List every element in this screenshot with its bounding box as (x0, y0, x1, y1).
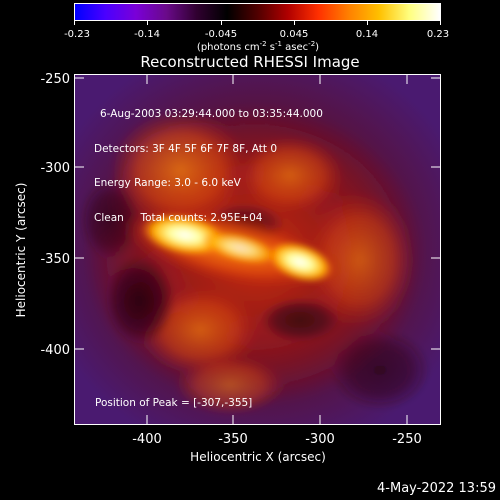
colorbar-tick: 0.045 (280, 29, 309, 40)
energy-range: Energy Range: 3.0 - 6.0 keV (94, 177, 241, 189)
y-tick-label: -300 (40, 161, 70, 176)
clean-counts: Clean Total counts: 2.95E+04 (94, 211, 263, 224)
y-tick-label: -400 (40, 343, 70, 358)
colorbar-gradient (75, 4, 440, 20)
x-tick-label: -350 (218, 432, 248, 447)
y-axis-label: Heliocentric Y (arcsec) (14, 183, 28, 318)
info-block: 6-Aug-2003 03:29:44.000 to 03:35:44.000 … (94, 86, 323, 236)
y-tick-label: -250 (40, 72, 70, 87)
colorbar-tick: -0.14 (134, 29, 160, 40)
x-tick-label: -400 (132, 432, 162, 447)
colorbar-tick: -0.045 (205, 29, 237, 40)
colorbar-tick: 0.23 (427, 29, 449, 40)
detectors: Detectors: 3F 4F 5F 6F 7F 8F, Att 0 (94, 142, 278, 155)
colorbar-axis: -0.23 -0.14 -0.045 0.045 0.14 0.23 (phot… (64, 21, 449, 53)
plot-frame (74, 74, 441, 425)
time-range: 6-Aug-2003 03:29:44.000 to 03:35:44.000 (100, 108, 323, 120)
peak-position: Position of Peak = [-307,-355] (95, 397, 253, 409)
colorbar-tick: -0.23 (64, 29, 90, 40)
rhessi-image (74, 74, 441, 425)
x-axis-label: Heliocentric X (arcsec) (190, 450, 326, 464)
timestamp: 4-May-2022 13:59 (377, 481, 496, 496)
x-tick-label: -300 (305, 432, 335, 447)
y-tick-label: -350 (40, 252, 70, 267)
x-tick-label: -250 (392, 432, 422, 447)
colorbar-units: (photons cm-2 s-1 asec-2) (197, 40, 319, 53)
axis-ticks (74, 74, 441, 425)
colorbar-tick: 0.14 (356, 29, 378, 40)
plot-title: Reconstructed RHESSI Image (140, 53, 360, 71)
colorbar (74, 3, 441, 21)
